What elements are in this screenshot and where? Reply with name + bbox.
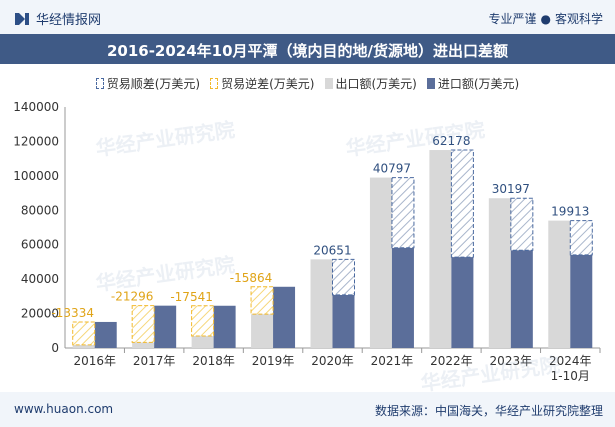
export-bar xyxy=(548,220,571,348)
tagline: 专业严谨 ● 客观科学 xyxy=(488,10,603,27)
y-tick-label: 60000 xyxy=(21,238,59,252)
deficit-bar xyxy=(131,305,155,343)
surplus-bar xyxy=(332,258,355,296)
legend-item-deficit: 贸易逆差(万美元) xyxy=(210,74,315,92)
x-tick-label: 2019年 xyxy=(252,354,295,368)
balance-data-label: -15864 xyxy=(230,271,273,285)
title-bar: 2016-2024年10月平潭（境内目的地/货源地）进出口差额 xyxy=(0,34,615,64)
legend-swatch-deficit xyxy=(210,77,219,89)
export-bar xyxy=(429,150,452,348)
deficit-bar xyxy=(250,286,274,315)
legend-swatch-surplus xyxy=(95,77,104,89)
import-bar xyxy=(332,294,355,348)
balance-data-label: 62178 xyxy=(432,134,470,148)
y-tick-label: 140000 xyxy=(13,100,59,114)
legend-swatch-export xyxy=(324,77,333,89)
surplus-bar xyxy=(510,197,534,251)
y-tick-label: 80000 xyxy=(21,203,59,217)
legend-label-surplus: 贸易顺差(万美元) xyxy=(106,76,201,91)
import-bar xyxy=(391,247,414,348)
y-tick-label: 20000 xyxy=(21,307,59,321)
export-bar xyxy=(251,314,274,348)
import-bar xyxy=(451,257,474,348)
deficit-bar xyxy=(191,305,215,337)
y-tick-label: 120000 xyxy=(13,134,59,148)
balance-data-label: 30197 xyxy=(492,182,530,196)
x-tick-label: 2022年 xyxy=(430,354,473,368)
x-tick-label: 2018年 xyxy=(192,354,235,368)
export-bar xyxy=(310,259,333,348)
surplus-bar xyxy=(391,177,415,249)
import-bar xyxy=(213,305,236,348)
footer-url-link[interactable]: www.huaon.com xyxy=(14,402,114,416)
export-bar xyxy=(488,198,511,348)
export-bar xyxy=(132,342,155,348)
chart-title: 2016-2024年10月平潭（境内目的地/货源地）进出口差额 xyxy=(106,42,509,60)
x-tick-label: 1-10月 xyxy=(551,369,590,383)
chart-plot: 0 20000 40000 60000 80000 100000 120000 140000 -… xyxy=(13,100,601,383)
surplus-bar xyxy=(569,220,593,256)
balance-data-label: 40797 xyxy=(373,162,411,176)
tagline-left: 专业严谨 xyxy=(488,12,537,26)
footer-source: 数据来源：中国海关，华经产业研究院整理 xyxy=(374,404,603,418)
legend-label-deficit: 贸易逆差(万美元) xyxy=(221,76,315,91)
footer-bar: www.huaon.com 数据来源：中国海关，华经产业研究院整理 xyxy=(0,392,615,427)
tagline-separator: ● xyxy=(540,12,551,26)
x-tick-label: 2020年 xyxy=(311,354,354,368)
x-tick-label: 2016年 xyxy=(73,354,116,368)
import-bar xyxy=(94,321,117,348)
legend-swatch-import xyxy=(426,77,435,89)
balance-data-label: -13334 xyxy=(51,306,94,320)
tagline-right: 客观科学 xyxy=(554,12,603,26)
legend-item-surplus: 贸易顺差(万美元) xyxy=(95,74,201,92)
brand-logo-icon xyxy=(15,12,29,25)
x-tick-label: 2023年 xyxy=(490,354,533,368)
legend-label-import: 进口额(万美元) xyxy=(437,76,520,91)
x-tick-label: 2024年 xyxy=(549,354,592,368)
import-bar xyxy=(273,286,296,348)
x-tick-label: 2017年 xyxy=(133,354,176,368)
balance-data-label: -21296 xyxy=(111,290,154,304)
surplus-bar xyxy=(450,149,474,258)
chart-layer: 0 20000 40000 60000 80000 100000 120000 140000 -… xyxy=(13,100,601,383)
deficit-bar xyxy=(72,321,96,346)
legend-label-export: 出口额(万美元) xyxy=(335,76,417,91)
export-bar xyxy=(72,344,95,348)
y-tick-label: 40000 xyxy=(21,272,59,286)
import-bar xyxy=(510,250,533,348)
import-bar xyxy=(154,305,177,348)
balance-data-label: 20651 xyxy=(313,243,351,257)
brand-name: 华经情报网 xyxy=(36,13,102,28)
y-tick-label: 100000 xyxy=(13,169,59,183)
legend-item-export: 出口额(万美元) xyxy=(324,74,417,92)
legend-item-import: 进口额(万美元) xyxy=(426,74,520,92)
export-bar xyxy=(369,177,392,348)
top-header-bar: 华经情报网 专业严谨 ● 客观科学 xyxy=(0,0,615,34)
balance-data-label: -17541 xyxy=(170,290,213,304)
export-bar xyxy=(191,335,214,348)
import-bar xyxy=(570,254,593,348)
y-tick-label: 0 xyxy=(51,341,59,355)
chart-legend: 贸易顺差(万美元) 贸易逆差(万美元) 出口额(万美元) 进口额(万美元) xyxy=(0,74,615,92)
x-tick-label: 2021年 xyxy=(371,354,414,368)
brand[interactable]: 华经情报网 xyxy=(14,9,101,28)
balance-data-label: 19913 xyxy=(551,205,589,219)
